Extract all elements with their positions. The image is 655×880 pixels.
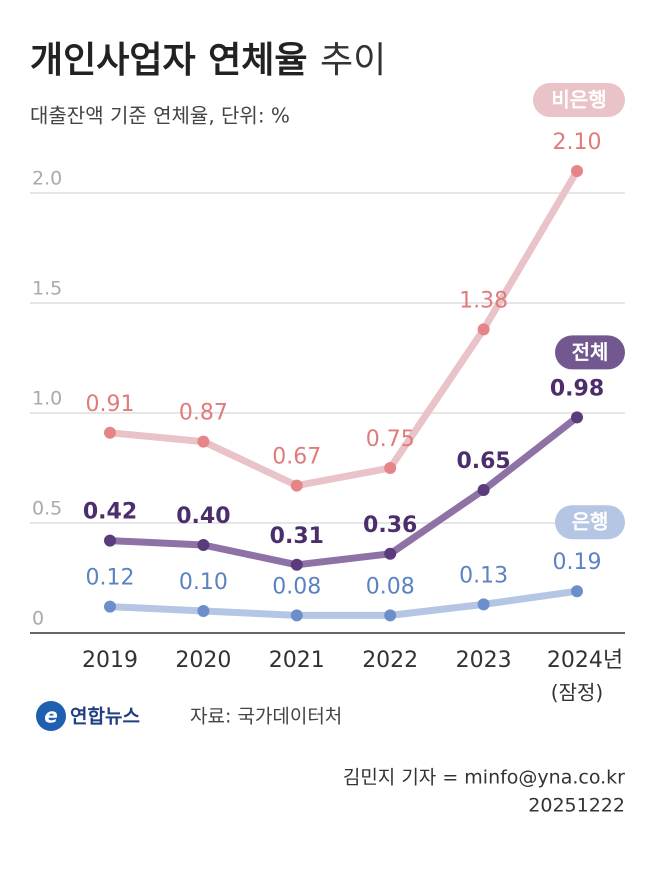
x-tick-label: 2021	[269, 648, 325, 673]
chart-subtitle: 대출잔액 기준 연체율, 단위: %	[30, 104, 290, 128]
data-label: 0.19	[553, 550, 602, 575]
logo: e 연합뉴스	[36, 701, 140, 731]
logo-letter: e	[44, 704, 58, 728]
data-point	[571, 585, 583, 598]
x-tick-label: 2023	[456, 648, 512, 673]
data-label: 0.36	[363, 513, 417, 538]
data-label: 0.98	[550, 376, 604, 401]
data-point	[104, 426, 116, 439]
data-point	[197, 605, 210, 617]
data-label: 0.31	[270, 524, 324, 549]
data-point	[571, 411, 583, 424]
y-tick-label: 0.5	[32, 498, 62, 520]
data-point	[104, 600, 116, 613]
y-tick-label: 2.0	[32, 168, 62, 190]
data-label: 0.91	[86, 392, 135, 417]
data-label: 0.08	[272, 574, 321, 599]
data-label: 0.10	[179, 570, 228, 595]
data-point	[290, 479, 303, 492]
legend-pill	[533, 83, 625, 117]
data-point	[290, 558, 303, 571]
source: 자료: 국가데이터처	[190, 706, 342, 728]
logo-text: 연합뉴스	[70, 706, 140, 728]
data-point	[384, 547, 397, 560]
data-point	[197, 435, 210, 448]
data-point	[384, 462, 397, 474]
title-suffix: 추이	[320, 40, 386, 81]
legend-pill	[555, 335, 625, 370]
series-line	[106, 167, 581, 490]
x-tick-label: 2020	[175, 648, 231, 673]
data-label: 1.38	[459, 288, 508, 313]
data-point	[197, 539, 210, 551]
legend-label: 비은행	[551, 88, 606, 112]
credit-author: 김민지 기자 = minfo@yna.co.kr	[343, 767, 625, 789]
data-label: 0.87	[179, 401, 228, 426]
data-point	[104, 534, 116, 547]
data-label: 0.40	[176, 504, 230, 529]
credit-date: 20251222	[528, 795, 625, 817]
data-label: 0.13	[459, 563, 508, 588]
y-tick-label: 1.0	[32, 388, 62, 410]
series-line	[106, 587, 581, 619]
y-tick-label: 0	[32, 608, 44, 630]
data-point	[477, 323, 490, 336]
x-tick-label: 2019	[82, 648, 138, 673]
y-tick-label: 1.5	[32, 278, 62, 300]
legend-pill	[555, 505, 625, 540]
data-point	[571, 165, 583, 177]
data-label: 0.65	[456, 449, 510, 474]
x-tick-label: 2024년	[547, 648, 623, 673]
title-main: 개인사업자 연체율	[30, 40, 308, 81]
chart-title: 개인사업자 연체율 추이	[30, 40, 386, 81]
data-label: 0.67	[272, 445, 321, 470]
data-label: 0.08	[366, 574, 415, 599]
logo-mark	[36, 701, 66, 731]
data-point	[290, 609, 303, 622]
data-label: 0.42	[83, 500, 137, 525]
x-tick-label: 2022	[362, 648, 418, 673]
data-label: 0.12	[86, 566, 135, 591]
data-point	[477, 484, 490, 496]
data-label: 2.10	[553, 130, 602, 155]
legend-label: 전체	[572, 340, 609, 364]
data-point	[477, 598, 490, 611]
series-line	[106, 413, 581, 569]
x-tick-sublabel: (잠정)	[551, 681, 603, 705]
data-point	[384, 609, 397, 622]
legend-label: 은행	[572, 510, 609, 534]
data-label: 0.75	[366, 427, 415, 452]
